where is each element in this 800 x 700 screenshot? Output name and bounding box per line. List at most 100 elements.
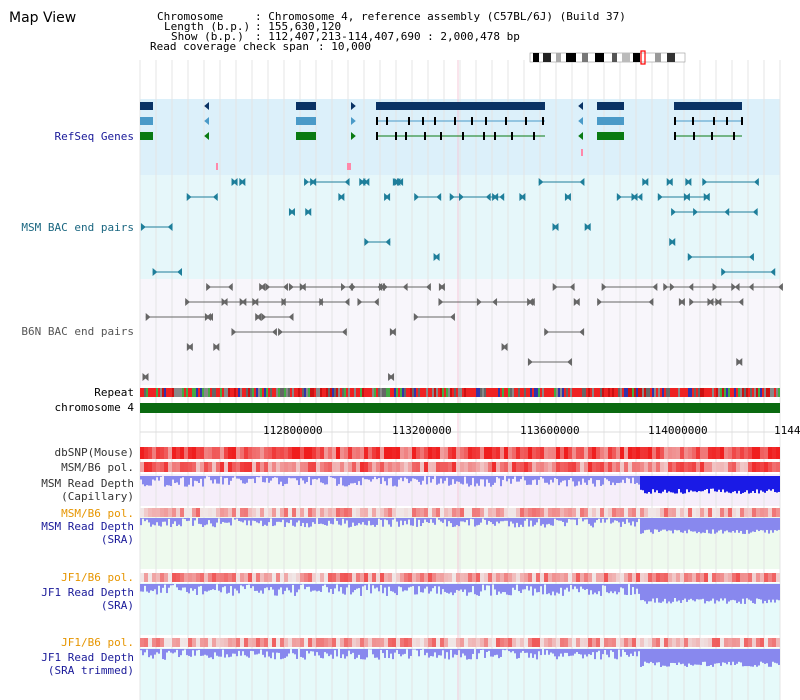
jf1-b6-pol-bin [300, 573, 304, 582]
msm-depth-sra-bar [624, 518, 626, 524]
jf1-depth-sra-bar [744, 584, 746, 604]
b6n-bac-pair-end [680, 298, 685, 306]
repeat-segment [328, 388, 330, 397]
jf1-depth-trim-bar [644, 649, 646, 662]
jf1-b6-pol2-bin [520, 638, 524, 647]
msm-depth-cap-bar [246, 476, 248, 483]
jf1-b6-pol-bin [320, 573, 324, 582]
jf1-depth-sra-bar [202, 584, 204, 595]
msm-depth-sra-bar [700, 518, 702, 534]
msm-depth-cap-bar [240, 476, 242, 481]
repeat-segment [150, 388, 152, 397]
jf1-depth-trim-bar [182, 649, 184, 651]
msm-b6-pol-bin [660, 462, 664, 472]
msm-depth-cap-bar [444, 476, 446, 481]
jf1-b6-pol2-bin [516, 638, 520, 647]
msm-depth-sra-bar [330, 518, 332, 524]
msm-depth-cap-bar [334, 476, 336, 479]
jf1-depth-sra-bar [152, 584, 154, 592]
msm-depth-cap-bar [548, 476, 550, 485]
msm-b6-pol-bin [636, 462, 640, 472]
jf1-b6-pol2-bin [680, 638, 684, 647]
jf1-depth-sra-bar [214, 584, 216, 591]
jf1-depth-trim-bar [642, 649, 644, 666]
msm-depth-sra-bar [458, 518, 460, 527]
repeat-segment [446, 388, 448, 397]
msm-depth-cap-bar [616, 476, 618, 483]
jf1-depth-trim-bar [718, 649, 720, 664]
msm-depth-cap-bar [360, 476, 362, 486]
msm-depth-cap-bar [322, 476, 324, 484]
jf1-b6-pol-bin [292, 573, 296, 582]
repeat-segment [388, 388, 390, 397]
msm-depth-sra-bar [300, 518, 302, 527]
b6n-bac-pair-end [344, 298, 350, 306]
msm-depth-cap-bar [284, 476, 286, 485]
msm-depth-cap-bar [492, 476, 494, 485]
repeat-segment [420, 388, 422, 397]
repeat-segment [522, 388, 524, 397]
jf1-b6-pol2-bin [212, 638, 216, 647]
jf1-depth-sra-bar [410, 584, 412, 587]
gene-strand-arrow [204, 132, 209, 140]
msm-b6-pol2-bin [488, 508, 492, 517]
msm-depth-cap-bar [374, 476, 376, 477]
msm-depth-sra-bar [156, 518, 158, 523]
msm-depth-cap-bar [272, 476, 274, 479]
jf1-b6-pol2-bin [392, 638, 396, 647]
msm-depth-cap-bar [226, 476, 228, 478]
repeat-segment [572, 388, 574, 397]
jf1-b6-pol-bin [248, 573, 252, 582]
jf1-b6-pol2-label: JF1/B6 pol. [61, 636, 134, 649]
jf1-depth-sra-bar [162, 584, 164, 588]
msm-depth-cap-bar [470, 476, 472, 486]
jf1-b6-pol-bin [240, 573, 244, 582]
repeat-segment [550, 388, 552, 397]
msm-depth-cap-bar [766, 476, 768, 491]
msm-b6-pol2-bin [256, 508, 260, 517]
dbsnp-bin [232, 447, 236, 459]
chromosome-bar [140, 403, 780, 413]
msm-depth-sra-bar [244, 518, 246, 521]
jf1-b6-pol2-bin [412, 638, 416, 647]
msm-depth-cap-bar [378, 476, 380, 479]
dbsnp-bin [692, 447, 696, 459]
msm-b6-pol2-bin [144, 508, 148, 517]
msm-depth-cap-bar [632, 476, 634, 478]
gene-exon [395, 132, 397, 140]
jf1-b6-pol2-bin [256, 638, 260, 647]
msm-depth-cap-bar [716, 476, 718, 492]
jf1-depth-sra-bar [448, 584, 450, 594]
repeat-segment [622, 388, 624, 397]
jf1-b6-pol2-bin [484, 638, 488, 647]
msm-b6-pol-bin [396, 462, 400, 472]
msm-depth-sra-bar [686, 518, 688, 534]
b6n-bac-pair-end [440, 283, 445, 291]
repeat-label: Repeat [94, 386, 134, 399]
msm-b6-pol2-bin [268, 508, 272, 517]
jf1-depth-sra-bar [548, 584, 550, 594]
jf1-depth-trim-bar [464, 649, 466, 656]
msm-bac-pair-end [395, 178, 401, 186]
jf1-depth-sra-bar [452, 584, 454, 596]
repeat-segment [564, 388, 566, 397]
msm-depth-cap-bar [178, 476, 180, 485]
repeat-segment [222, 388, 224, 397]
jf1-depth-sra-bar [654, 584, 656, 603]
jf1-depth-sra-bar [312, 584, 314, 591]
jf1-depth-trim-bar [698, 649, 700, 665]
jf1-b6-pol2-bin [628, 638, 632, 647]
b6n-bac-pair-end [281, 298, 287, 306]
msm-depth-sra-bar [208, 518, 210, 521]
jf1-depth-trim-bar [504, 649, 506, 651]
jf1-b6-pol-bin [736, 573, 740, 582]
refseq-marker [347, 163, 351, 170]
msm-depth-cap-bar [668, 476, 670, 492]
msm-b6-pol2-bin [644, 508, 648, 517]
gene-exon [692, 117, 694, 125]
dbsnp-bin [260, 447, 264, 459]
jf1-depth-sra-bar [660, 584, 662, 603]
jf1-depth-sra-bar [396, 584, 398, 596]
msm-b6-pol2-bin [492, 508, 496, 517]
